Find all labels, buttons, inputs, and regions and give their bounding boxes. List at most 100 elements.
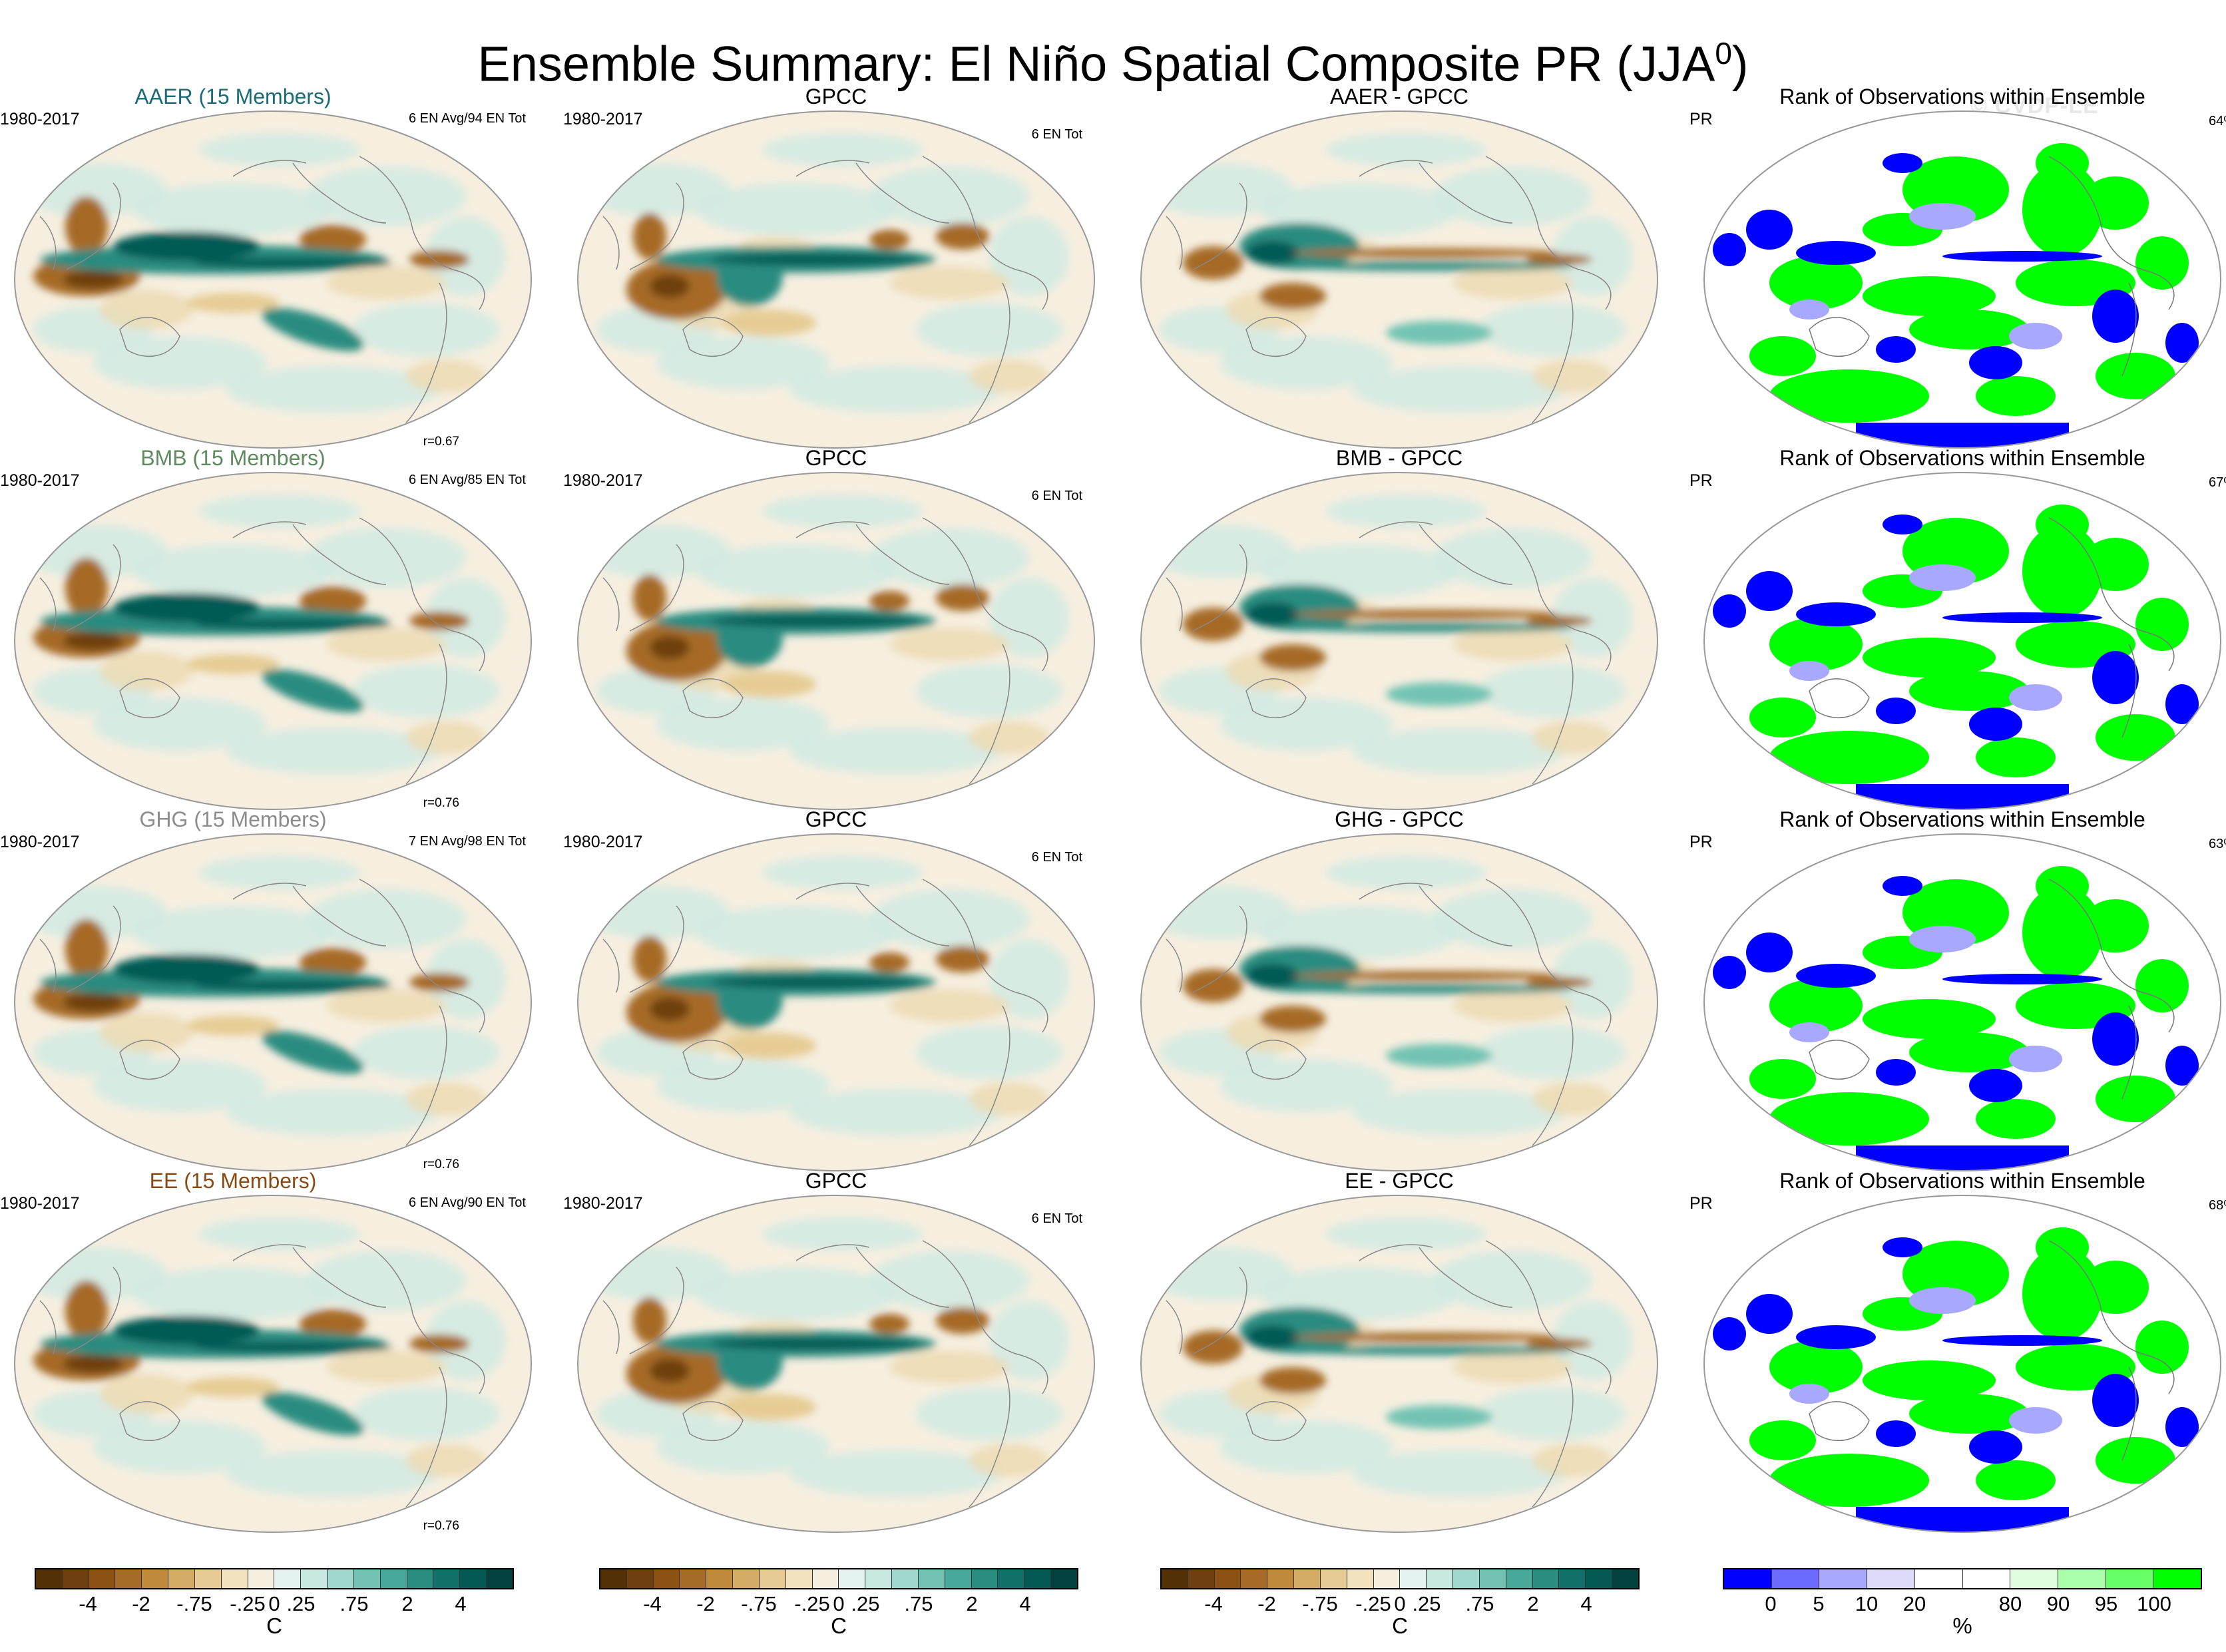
colorbar-rank: 0 5 10 20 80 90 95 100% <box>1723 1568 2202 1639</box>
colorbar-swatch <box>1559 1569 1586 1588</box>
panel-model-row-1: AAER (15 Members) 1980-2017 6 EN Avg/94 EN… <box>0 83 546 449</box>
colorbar-swatch <box>600 1569 627 1588</box>
colorbar-tick-label: -.25 <box>794 1592 830 1615</box>
map-rank <box>1703 1195 2221 1533</box>
colorbar-swatch <box>998 1569 1025 1588</box>
colorbar-swatch <box>1532 1569 1560 1588</box>
colorbar-swatch <box>1241 1569 1268 1588</box>
period-label: 1980-2017 <box>0 833 80 851</box>
colorbar-swatch <box>812 1569 839 1588</box>
colorbar-tick-label: 0 <box>268 1592 280 1615</box>
colorbar-swatch <box>301 1569 328 1588</box>
map-obs <box>577 472 1095 810</box>
colorbar-unit: C <box>266 1613 282 1638</box>
colorbar-swatch <box>945 1569 972 1588</box>
panel-diff-row-1: AAER - GPCC <box>1126 83 1672 449</box>
panel-title: Rank of Observations within Ensemble <box>1779 807 2145 831</box>
map-rank <box>1703 110 2221 449</box>
colorbar-swatch <box>759 1569 786 1588</box>
colorbar-swatches <box>599 1568 1078 1589</box>
panel-rank-row-1: Rank of Observations within Ensemble PR 64… <box>1689 83 2226 449</box>
colorbar-swatch <box>1914 1569 1963 1588</box>
colorbar-swatch <box>706 1569 734 1588</box>
colorbar-swatch <box>1347 1569 1374 1588</box>
event-count-label: 6 EN Avg/90 EN Tot <box>408 1195 526 1210</box>
variable-label: PR <box>1689 471 1713 490</box>
colorbar-swatch <box>680 1569 707 1588</box>
panel-title: BMB - GPCC <box>1335 446 1463 470</box>
colorbar-unit: % <box>1952 1613 1972 1638</box>
map-container <box>1140 1194 1659 1534</box>
map-model <box>14 833 532 1171</box>
colorbar-tick-label: .75 <box>339 1592 369 1615</box>
panel-rank-row-3: Rank of Observations within Ensemble PR 63… <box>1689 806 2226 1172</box>
map-container <box>1703 833 2222 1172</box>
colorbar-tick-label: 2 <box>1527 1592 1539 1615</box>
colorbar-tick-label: 0 <box>1765 1592 1777 1615</box>
colorbar-tick-label: .25 <box>851 1592 880 1615</box>
map-container <box>13 833 533 1172</box>
colorbar-tick-label: -.25 <box>230 1592 266 1615</box>
colorbar-swatch <box>1453 1569 1480 1588</box>
colorbar-tick-label: 5 <box>1813 1592 1825 1615</box>
panel-title: AAER (15 Members) <box>134 85 332 108</box>
colorbar-tick-label: 4 <box>1580 1592 1592 1615</box>
colorbar-tick-label: -4 <box>643 1592 662 1615</box>
panel-diff-row-3: GHG - GPCC <box>1126 806 1672 1171</box>
colorbar-tick-label: 10 <box>1855 1592 1879 1615</box>
colorbar-diff: -4 -2 -.75 -.25 0 .25 .75 2 4 C <box>1160 1568 1640 1639</box>
panel-title: EE - GPCC <box>1345 1169 1454 1193</box>
panel-obs-row-3: GPCC 1980-2017 6 EN Tot <box>563 806 1109 1171</box>
panel-model-row-4: EE (15 Members) 1980-2017 6 EN Avg/90 EN T… <box>0 1167 546 1533</box>
pattern-correlation-label: r=0.76 <box>423 1519 459 1533</box>
colorbar-swatch <box>433 1569 461 1588</box>
colorbar-tick-label: .75 <box>904 1592 933 1615</box>
colorbar-tick-label: .75 <box>1465 1592 1494 1615</box>
colorbar-labels: 0 5 10 20 80 90 95 100 <box>1723 1589 2202 1615</box>
colorbar-tick-label: -4 <box>1204 1592 1223 1615</box>
colorbar-swatch <box>1724 1569 1772 1588</box>
colorbar-swatch <box>353 1569 381 1588</box>
panel-obs-row-1: GPCC 1980-2017 6 EN Tot <box>563 83 1109 449</box>
colorbar-swatch <box>487 1569 513 1588</box>
map-diff <box>1140 110 1658 449</box>
colorbar-swatch <box>274 1569 302 1588</box>
panel-title: GPCC <box>805 1169 867 1193</box>
colorbar-swatch <box>460 1569 487 1588</box>
colorbar-swatch <box>36 1569 63 1588</box>
map-model <box>14 110 532 449</box>
event-count-label: 6 EN Tot <box>1031 850 1082 865</box>
panel-title: GPCC <box>805 446 867 470</box>
colorbar-labels: -4 -2 -.75 -.25 0 .25 .75 2 4 <box>1160 1589 1640 1615</box>
colorbar-tick-label: 0 <box>1394 1592 1406 1615</box>
map-container <box>1703 110 2222 449</box>
colorbar-labels: -4 -2 -.75 -.25 0 .25 .75 2 4 <box>599 1589 1078 1615</box>
panel-title: Rank of Observations within Ensemble <box>1779 1169 2145 1193</box>
colorbar-swatch <box>1506 1569 1533 1588</box>
percent-label: 68% <box>2208 1198 2226 1213</box>
event-count-label: 6 EN Tot <box>1031 489 1082 503</box>
colorbar-swatch <box>328 1569 354 1588</box>
colorbar-tick-label: 80 <box>1998 1592 2022 1615</box>
colorbar-swatch <box>1427 1569 1454 1588</box>
map-obs <box>577 833 1095 1171</box>
colorbar-swatch <box>918 1569 945 1588</box>
variable-label: PR <box>1689 833 1713 851</box>
panel-diff-row-4: EE - GPCC <box>1126 1167 1672 1533</box>
period-label: 1980-2017 <box>563 110 643 128</box>
percent-label: 67% <box>2208 475 2226 490</box>
event-count-label: 6 EN Avg/94 EN Tot <box>408 111 526 126</box>
colorbar-swatch <box>142 1569 169 1588</box>
map-container <box>1140 110 1659 449</box>
pattern-correlation-label: r=0.76 <box>423 796 459 810</box>
panel-title: GHG (15 Members) <box>139 807 327 831</box>
colorbar-swatches <box>1160 1568 1640 1589</box>
panel-model-row-2: BMB (15 Members) 1980-2017 6 EN Avg/85 EN … <box>0 445 546 810</box>
panel-title: GPCC <box>805 807 867 831</box>
colorbar-swatch <box>1867 1569 1915 1588</box>
period-label: 1980-2017 <box>563 1194 643 1213</box>
colorbar-swatch <box>626 1569 654 1588</box>
map-container <box>576 110 1096 449</box>
map-container <box>576 1194 1096 1534</box>
percent-label: 63% <box>2208 837 2226 851</box>
